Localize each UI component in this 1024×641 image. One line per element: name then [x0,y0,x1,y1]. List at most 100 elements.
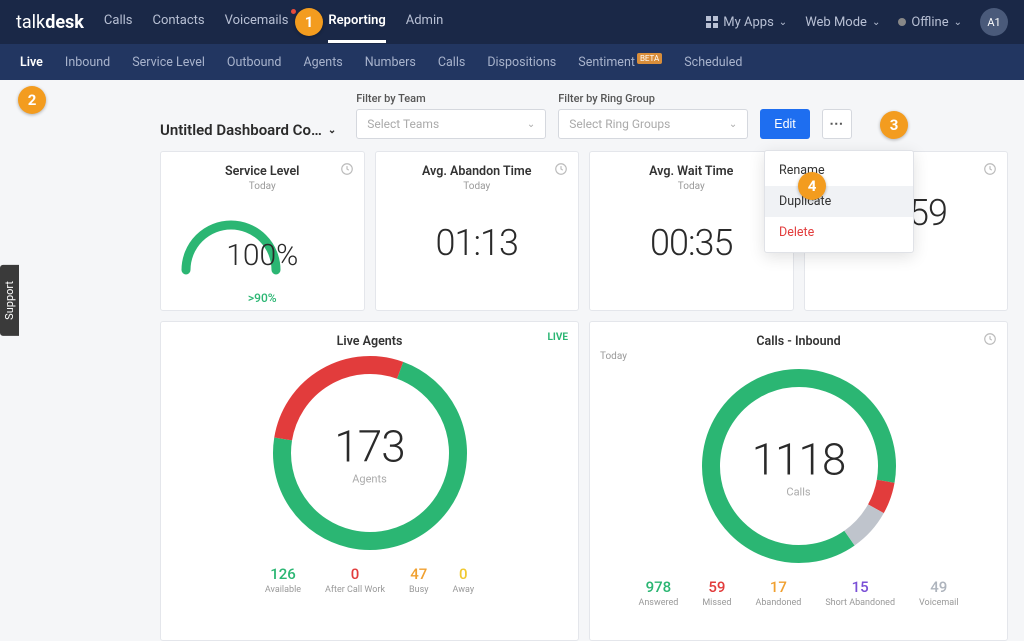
sub-nav-bar: Live Inbound Service Level Outbound Agents Nu… [0,44,1024,80]
annotation-marker-1: 1 [295,8,323,36]
legend-value: 47 [409,565,428,583]
filter-ring-label: Filter by Ring Group [558,92,748,105]
legend-value: 978 [638,578,678,596]
subnav-sentiment[interactable]: SentimentBETA [578,54,662,70]
topnav-admin[interactable]: Admin [406,1,444,43]
legend-item: 59 Missed [702,578,731,608]
legend-value: 49 [919,578,959,596]
donut-value: 1118 [752,434,846,486]
card-subtitle: Today [386,181,569,192]
chevron-down-icon: ⌄ [954,17,962,28]
chart-card-1: Calls - Inbound Today 1118Calls 978 Answered… [589,321,1008,641]
metric-value: 00:35 [600,222,783,264]
subnav-calls[interactable]: Calls [438,55,465,70]
annotation-marker-2: 2 [18,86,46,114]
subnav-live[interactable]: Live [20,55,43,70]
dashboard-title-dropdown[interactable]: Untitled Dashboard Co…⌄ [160,121,336,139]
legend-item: 978 Answered [638,578,678,608]
legend-value: 59 [702,578,731,596]
subnav-dispositions[interactable]: Dispositions [487,55,556,70]
apps-grid-icon [706,16,718,28]
chevron-down-icon: ⌄ [527,119,535,130]
legend-label: Missed [702,598,731,608]
dashboard-toolbar: Untitled Dashboard Co…⌄ Filter by Team S… [160,92,1008,139]
donut-label: Agents [334,473,404,486]
legend-label: Short Abandoned [825,598,895,608]
edit-button[interactable]: Edit [760,109,810,139]
filter-team-label: Filter by Team [356,92,546,105]
clock-icon [983,332,997,346]
clock-icon [983,162,997,176]
avatar[interactable]: A1 [980,8,1008,36]
topnav-calls[interactable]: Calls [104,1,133,43]
status-menu[interactable]: Offline⌄ [898,15,962,30]
legend-item: 49 Voicemail [919,578,959,608]
subnav-outbound[interactable]: Outbound [227,55,282,70]
subnav-inbound[interactable]: Inbound [65,55,110,70]
filter-team: Filter by Team Select Teams⌄ [356,92,546,139]
legend-value: 15 [825,578,895,596]
chart-card-0: LIVELive Agents173Agents126Available0Aft… [160,321,579,641]
card-title: Calls - Inbound [600,334,997,349]
dropdown-duplicate[interactable]: Duplicate [765,186,913,217]
donut-label: Calls [752,486,846,499]
my-apps-menu[interactable]: My Apps⌄ [706,15,787,30]
topnav-reporting[interactable]: Reporting [328,1,385,43]
clock-icon [340,162,354,176]
donut-value: 173 [334,421,404,473]
card-subtitle: Today [600,351,997,362]
metric-card-0: Service Level Today 100%>90% [160,151,365,311]
card-subtitle: Today [600,181,783,192]
legend-item: 15 Short Abandoned [825,578,895,608]
card-title: Service Level [171,164,354,179]
legend-item: 47Busy [409,565,428,595]
live-badge: LIVE [548,332,569,343]
legend-value: 0 [325,565,385,583]
donut-chart: 173Agents [171,353,568,553]
legend-value: 126 [265,565,301,583]
clock-icon [554,162,568,176]
subnav-service-level[interactable]: Service Level [132,55,205,70]
legend-label: Away [453,585,475,595]
legend-item: 126 Available [265,565,301,595]
legend-label: Available [265,585,301,595]
chevron-down-icon: ⌄ [729,119,737,130]
logo: talkdesk [16,12,84,33]
chevron-down-icon: ⌄ [779,17,787,28]
legend-label: After Call Work [325,585,385,595]
web-mode-menu[interactable]: Web Mode⌄ [805,15,880,30]
metric-card-2: Avg. Wait Time Today 00:35 [589,151,794,311]
legend-label: Voicemail [919,598,959,608]
legend-item: 0 After Call Work [325,565,385,595]
filter-ring-group: Filter by Ring Group Select Ring Groups⌄ [558,92,748,139]
dropdown-rename[interactable]: Rename [765,155,913,186]
large-cards-row: LIVELive Agents173Agents126Available0Aft… [160,321,1008,641]
top-right: My Apps⌄ Web Mode⌄ Offline⌄ A1 [706,8,1008,36]
topnav-voicemails[interactable]: Voicemails [225,1,289,43]
legend: 978Answered59Missed17Abandoned15Short Ab… [600,578,997,608]
gauge-threshold: >90% [171,291,354,305]
support-tab[interactable]: Support [0,265,19,336]
status-dot-icon [898,18,906,26]
subnav-agents[interactable]: Agents [303,55,342,70]
legend-item: 0 Away [453,565,475,595]
card-title: Avg. Wait Time [600,164,783,179]
filter-ring-select[interactable]: Select Ring Groups⌄ [558,109,748,139]
chevron-down-icon: ⌄ [328,125,336,136]
chevron-down-icon: ⌄ [872,17,880,28]
legend: 126 Available 0 After Call Work 47Busy 0 Away [171,565,568,595]
topnav-contacts[interactable]: Contacts [152,1,204,43]
dropdown-delete[interactable]: Delete [765,217,913,248]
legend-label: Abandoned [756,598,802,608]
top-bar: talkdesk Calls Contacts Voicemails Reportin… [0,0,1024,44]
gauge: 100%>90% [171,210,354,305]
subnav-numbers[interactable]: Numbers [365,55,416,70]
card-subtitle: Today [171,181,354,192]
more-button[interactable]: ⋯ [822,109,852,139]
legend-value: 0 [453,565,475,583]
legend-label: Answered [638,598,678,608]
filter-team-select[interactable]: Select Teams⌄ [356,109,546,139]
metric-value: 01:13 [386,222,569,264]
subnav-scheduled[interactable]: Scheduled [684,55,742,70]
donut-chart: 1118Calls [600,366,997,566]
